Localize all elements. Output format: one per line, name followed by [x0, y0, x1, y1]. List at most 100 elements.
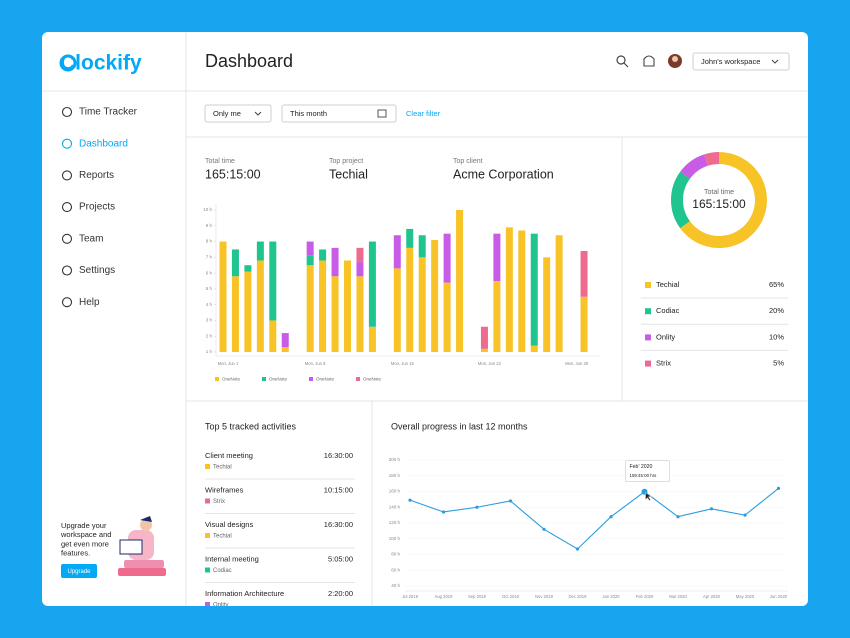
menu-icon [61, 138, 73, 149]
bar-segment [580, 296, 588, 352]
bar-segment [368, 326, 376, 352]
period-filter[interactable] [281, 104, 397, 123]
x-tick-label: Mon, Jun 8 [305, 361, 326, 366]
x-tick-label: Mon, Jun 22 [478, 361, 502, 366]
x-tick-label: Mon, Jun 29 [565, 361, 589, 366]
bell-icon[interactable] [643, 55, 655, 67]
legend-swatch [309, 377, 313, 381]
point [776, 486, 781, 490]
project-swatch [205, 602, 210, 606]
legend-label: OneNote [363, 377, 382, 382]
legend-label: OneNote [316, 377, 335, 382]
upgrade-text: get even more [61, 539, 109, 548]
activity-project: Onlity [213, 603, 228, 609]
activity-project: Strix [213, 499, 225, 505]
x-tick-label: Jul 2019 [402, 594, 419, 599]
upgrade-button[interactable] [61, 564, 97, 578]
bar-segment [356, 247, 364, 263]
point [575, 547, 580, 551]
search-icon[interactable] [616, 55, 626, 65]
menu-item[interactable]: Team [79, 233, 103, 244]
bar-segment [319, 249, 327, 261]
y-tick-label: 9 h [206, 223, 213, 228]
donut-segment [671, 171, 691, 229]
point [408, 498, 412, 502]
x-tick-label: Mon, Jun 15 [391, 361, 415, 366]
point [709, 507, 714, 511]
line [409, 487, 779, 550]
tooltip [625, 460, 670, 482]
point [441, 510, 446, 514]
illustration [118, 568, 166, 576]
activity-project: Codiac [213, 568, 232, 574]
bar-segment [418, 235, 426, 258]
x-tick-label: Nov 2019 [535, 594, 554, 599]
workspace-select[interactable] [692, 52, 790, 71]
menu-item[interactable]: Dashboard [79, 138, 128, 149]
chevron [254, 111, 262, 116]
clear-filter[interactable]: Clear filter [406, 109, 441, 118]
bar-segment [393, 268, 401, 352]
y-tick-label: 5 h [206, 286, 213, 291]
y-tick-label: 180 h [389, 473, 401, 478]
bar-segment [344, 260, 351, 352]
menu-icon [61, 297, 73, 308]
y-tick-label: 7 h [206, 255, 213, 260]
point [676, 515, 680, 519]
chart-title: Overall progress in last 12 months [391, 421, 528, 431]
bar-segment [281, 333, 289, 348]
point [743, 513, 747, 517]
window-content: Clockify Dashboard John's workspace Only… [42, 32, 808, 609]
bar-segment [256, 260, 264, 352]
menu-item[interactable]: Help [79, 297, 100, 308]
illustration [119, 539, 143, 555]
upgrade-text: features. [61, 549, 90, 558]
calendar-icon [377, 109, 387, 118]
activity-time: 5:05:00 [328, 554, 353, 563]
y-tick-label: 8 h [206, 239, 213, 244]
legend-swatch [262, 377, 266, 381]
workspace-name: John's workspace [701, 57, 760, 66]
menu-item[interactable]: Reports [79, 170, 114, 181]
upgrade-button-text: Upgrade [67, 569, 91, 575]
x-tick-label: Feb 2020 [636, 594, 654, 599]
logo[interactable]: Clockify [60, 52, 142, 75]
user-filter-text: Only me [213, 109, 241, 118]
menu-item[interactable]: Time Tracker [79, 107, 138, 118]
user-filter[interactable] [204, 104, 272, 123]
y-tick-label: 4 h [206, 302, 213, 307]
legend-label: Onlity [656, 332, 675, 341]
bar-segment [393, 235, 401, 269]
activity-time: 10:15:00 [324, 485, 353, 494]
menu-item[interactable]: Projects [79, 202, 115, 213]
stat-value: Techial [329, 167, 368, 181]
menu-item[interactable]: Settings [79, 265, 115, 276]
bar-segment [443, 233, 451, 283]
stat-label: Total time [205, 158, 235, 165]
legend-label: OneNote [222, 377, 241, 382]
legend-label: Codiac [656, 306, 680, 315]
bar-segment [231, 276, 239, 352]
x-tick-label: Aug 2019 [435, 594, 454, 599]
legend-swatch [645, 334, 651, 341]
activity-time: 2:20:00 [328, 589, 353, 598]
bar-segment [406, 228, 414, 248]
y-tick-label: 200 h [389, 457, 401, 462]
donut-center-value: 165:15:00 [692, 197, 746, 211]
tooltip-title: Feb' 2020 [630, 464, 653, 470]
bar-segment [244, 265, 252, 272]
x-tick-label: Dec 2019 [569, 594, 588, 599]
y-tick-label: 120 h [389, 520, 401, 525]
donut-center-label: Total time [704, 189, 734, 196]
bar-segment [480, 348, 488, 352]
bar-segment [555, 235, 563, 352]
search-icon-handle [623, 62, 629, 68]
bar-segment [443, 282, 451, 352]
bar-segment [269, 320, 277, 352]
cursor [645, 492, 653, 502]
bar-segment [306, 265, 314, 352]
y-tick-label: 1 h [206, 349, 213, 354]
point [609, 515, 613, 519]
activity-time: 16:30:00 [324, 451, 353, 460]
